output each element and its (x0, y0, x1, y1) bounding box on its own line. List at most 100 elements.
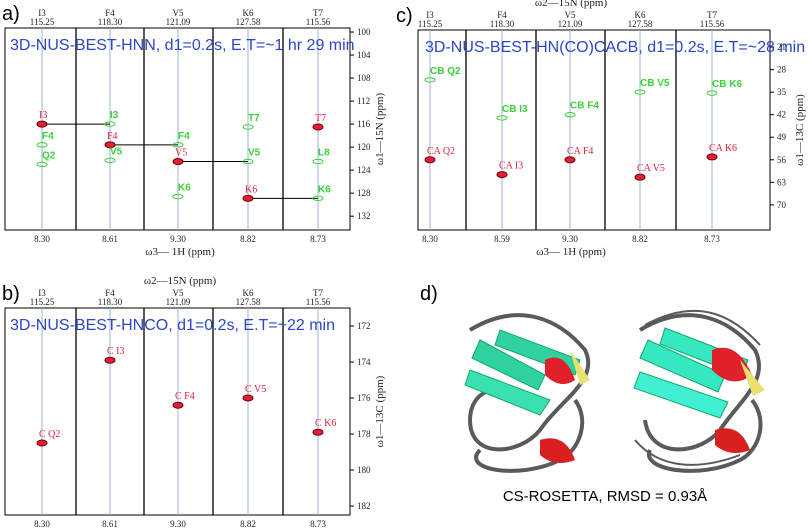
y-tick-label: 28 (777, 65, 787, 75)
strip-n15: 115.56 (306, 297, 331, 307)
strip-residue: F4 (497, 10, 507, 20)
y-tick-label: 132 (357, 211, 371, 221)
y-tick-label: 172 (357, 321, 371, 331)
plot-frame (417, 29, 771, 231)
peak-label: CB F4 (570, 101, 599, 112)
strip-residue: T7 (313, 288, 323, 298)
peak (36, 120, 48, 128)
y-tick-label: 108 (357, 73, 371, 83)
peak (564, 112, 576, 118)
y-tick-label: 70 (777, 200, 787, 210)
strip-n15: 118.30 (98, 297, 123, 307)
panel-title: 3D-NUS-BEST-HNCO, d1=0.2s, E.T=~22 min (10, 317, 335, 334)
x-tick-label: 8.61 (102, 234, 118, 244)
peak-label: C K6 (315, 418, 336, 429)
peak (172, 401, 184, 409)
peak (312, 123, 324, 131)
y-axis-label: ω1—13C (ppm) (794, 94, 806, 166)
y-tick-label: 100 (357, 27, 371, 37)
y-tick-label: 112 (357, 96, 370, 106)
y-tick-label: 182 (357, 501, 371, 511)
y-tick-label: 116 (357, 119, 371, 129)
x-tick-label: 8.73 (310, 234, 326, 244)
y-tick-label: 174 (357, 357, 371, 367)
peak (242, 158, 254, 165)
strip-n15: 121.09 (558, 19, 583, 29)
y-tick-label: 63 (777, 177, 787, 187)
peak-label: V5 (248, 148, 261, 159)
x-tick-label: 8.59 (494, 234, 510, 244)
peak (634, 173, 646, 181)
peak-label: C I3 (107, 346, 125, 357)
peak (312, 195, 324, 202)
peak-label: K6 (178, 183, 191, 194)
top-axis-label: ω2—15N (ppm) (144, 275, 217, 287)
strip-n15: 127.58 (236, 297, 261, 307)
peak (496, 171, 508, 179)
y-tick-label: 56 (777, 155, 787, 165)
x-tick-label: 8.73 (310, 519, 326, 528)
peak-label: C Q2 (39, 429, 60, 440)
y-tick-label: 42 (777, 110, 786, 120)
peak (312, 158, 324, 165)
strip-residue: I3 (38, 288, 46, 298)
strip-residue: V5 (173, 288, 184, 298)
top-axis-label: ω2—15N (ppm) (535, 0, 608, 9)
peak-label: F4 (178, 131, 190, 142)
peak-label: C V5 (245, 384, 266, 395)
peak-label: CA K6 (709, 143, 737, 154)
peak-label: CA V5 (637, 163, 665, 174)
strip-residue: V5 (173, 8, 184, 18)
strip-n15: 115.25 (418, 19, 443, 29)
peak-label: CB I3 (502, 104, 528, 115)
y-tick-label: 124 (357, 165, 371, 175)
x-axis-label: ω3— 1H (ppm) (536, 246, 606, 258)
x-tick-label: 9.30 (170, 234, 186, 244)
x-axis-label: ω3— 1H (ppm) (145, 246, 215, 258)
peak-label: CA F4 (567, 146, 593, 157)
strip-n15: 121.09 (166, 17, 191, 27)
peak (706, 90, 718, 96)
x-tick-label: 8.82 (632, 234, 648, 244)
strip-n15: 127.58 (628, 19, 653, 29)
y-tick-label: 176 (357, 393, 371, 403)
y-tick-label: 178 (357, 429, 371, 439)
x-tick-label: 8.30 (34, 234, 50, 244)
peak-label: T7 (315, 113, 326, 124)
protein-cartoons (464, 309, 765, 473)
peak (242, 394, 254, 402)
x-tick-label: 9.30 (170, 519, 186, 528)
strip-residue: I3 (38, 8, 46, 18)
peak-label: F4 (42, 131, 54, 142)
panel-label: d) (420, 283, 438, 305)
y-tick-label: 104 (357, 50, 371, 60)
peak (706, 153, 718, 161)
panel-title: 3D-NUS-BEST-HN(CO)CACB, d1=0.2s, E.T=~28… (425, 39, 805, 56)
peak (242, 124, 254, 130)
panel-label: a) (2, 3, 20, 25)
peak (172, 193, 184, 200)
peak (104, 157, 116, 164)
peak (242, 194, 254, 202)
strip-residue: V5 (565, 10, 576, 20)
peak (172, 158, 184, 166)
peak-label: F4 (107, 131, 118, 142)
y-tick-label: 180 (357, 465, 371, 475)
peak-label: CB K6 (712, 79, 742, 90)
strip-n15: 121.09 (166, 297, 191, 307)
peak-label: L8 (318, 148, 330, 159)
strip-residue: K6 (243, 288, 254, 298)
peak-label: I3 (39, 110, 47, 121)
strip-residue: F4 (105, 8, 115, 18)
strip-residue: K6 (243, 8, 254, 18)
peak (36, 142, 48, 148)
peak-label: CA Q2 (427, 146, 455, 157)
strip-n15: 115.25 (30, 17, 55, 27)
x-tick-label: 8.61 (102, 519, 118, 528)
peak-label: K6 (318, 184, 331, 195)
caption: CS-ROSETTA, RMSD = 0.93Å (503, 488, 707, 505)
peak-label: V5 (110, 146, 123, 157)
y-axis-label: ω1—15N (ppm) (374, 93, 386, 166)
strip-residue: T7 (313, 8, 323, 18)
x-tick-label: 8.73 (704, 234, 720, 244)
